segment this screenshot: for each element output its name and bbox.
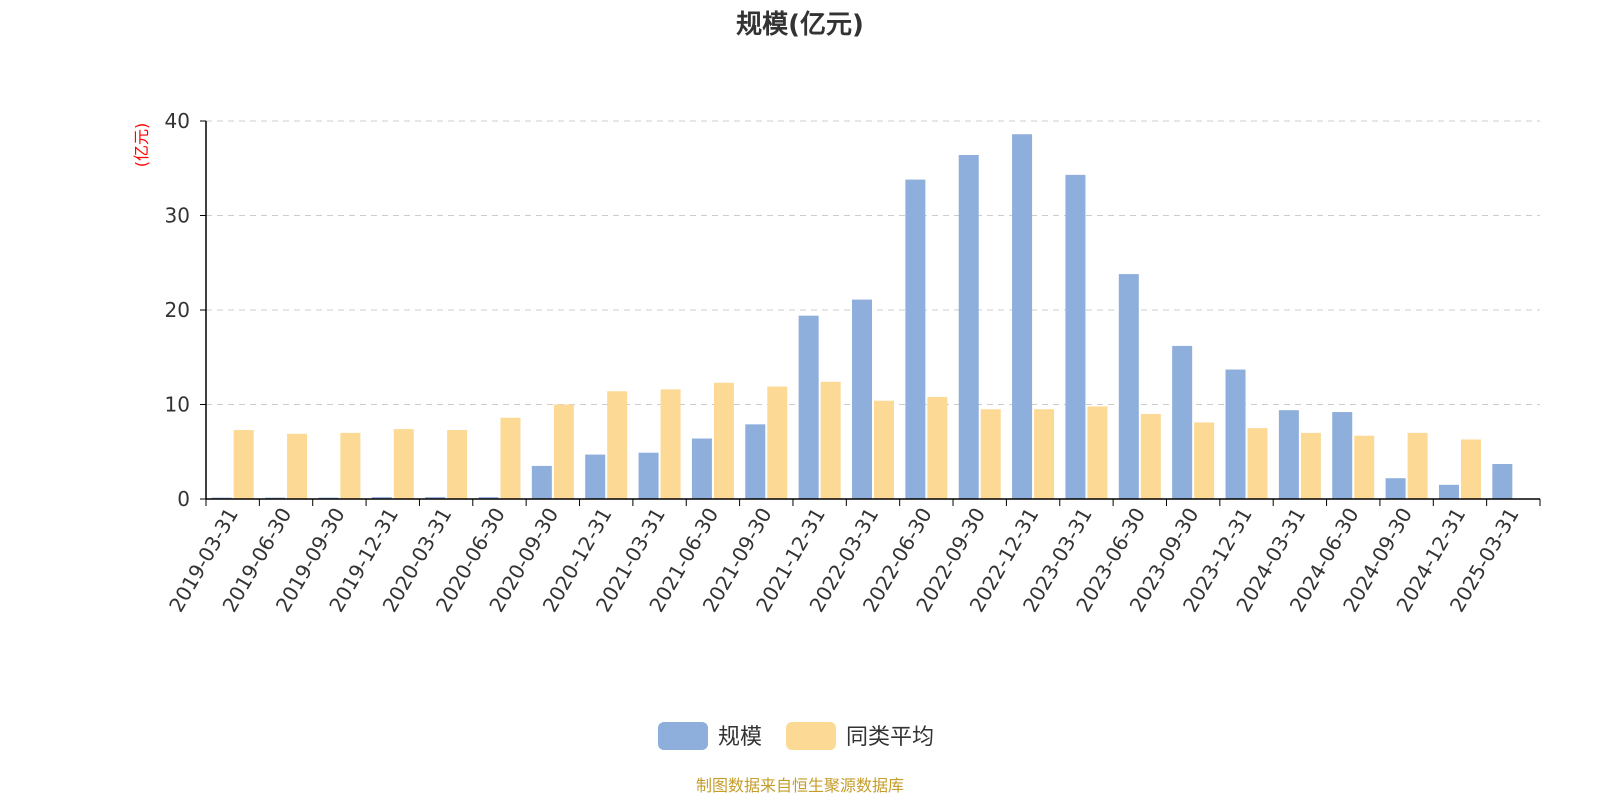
bar-peer-average-4 [447,430,468,499]
y-tick-label-4: 40 [165,109,190,133]
y-axis-ticks: 0 10 20 30 40 [165,109,206,511]
bar-peer-average-2 [340,432,361,499]
legend-label-scale[interactable]: 规模 [718,725,762,750]
bar-scale-17 [1118,274,1139,499]
y-tick-label-2: 20 [165,298,190,322]
bar-scale-15 [1012,134,1033,500]
bar-peer-average-18 [1194,422,1215,499]
bar-peer-average-17 [1140,413,1161,499]
bar-scale-9 [691,438,712,499]
bar-peer-average-0 [233,430,254,499]
bar-peer-average-10 [767,386,788,499]
y-tick-label-1: 10 [165,393,190,417]
bar-scale-20 [1278,410,1299,499]
bar-peer-average-11 [820,381,841,499]
bar-peer-average-15 [1034,409,1055,499]
bar-peer-average-16 [1087,406,1108,499]
x-axis-ticks: 2019-03-312019-06-302019-09-302019-12-31… [164,499,1541,616]
bar-peer-average-20 [1300,432,1321,499]
bar-peer-average-12 [874,400,894,499]
y-tick-label-3: 30 [165,204,190,228]
bar-peer-average-19 [1247,428,1268,499]
legend-label-peer-average[interactable]: 同类平均 [846,725,934,750]
bar-scale-18 [1172,345,1193,499]
bar-peer-average-23 [1460,439,1481,499]
bar-scale-21 [1332,412,1353,499]
bar-scale-22 [1385,478,1406,499]
bar-scale-8 [638,452,659,499]
chart-title: 规模(亿元) [736,10,864,40]
bar-peer-average-5 [500,417,521,499]
bar-scale-3 [371,497,392,499]
legend-swatch-scale[interactable] [658,722,708,750]
bar-scale-11 [798,315,819,499]
bar-scale-13 [905,179,926,499]
bar-scale-12 [852,299,872,499]
bar-peer-average-8 [660,389,681,499]
bar-scale-14 [958,155,979,499]
bar-scale-16 [1065,174,1086,500]
bar-peer-average-14 [980,409,1001,499]
bar-scale-5 [478,497,499,499]
bar-peer-average-21 [1354,435,1375,499]
bar-peer-average-22 [1407,432,1428,499]
bars-group [211,134,1513,500]
bar-scale-19 [1225,369,1246,499]
legend[interactable]: 规模 同类平均 [658,722,934,750]
bar-scale-24 [1492,464,1513,499]
bar-peer-average-9 [713,382,734,499]
bar-scale-7 [585,454,606,499]
bar-peer-average-6 [553,404,574,499]
y-axis-unit-label: (亿元) [132,123,151,168]
bar-peer-average-1 [287,433,308,499]
gridlines [206,120,1540,405]
bar-scale-4 [425,497,446,499]
data-source-note: 制图数据来自恒生聚源数据库 [696,776,904,795]
legend-swatch-peer-average[interactable] [786,722,836,750]
y-tick-label-0: 0 [177,487,190,511]
bar-peer-average-7 [607,391,628,499]
bar-scale-10 [745,424,766,499]
bar-scale-23 [1438,484,1459,499]
bar-peer-average-13 [927,396,948,499]
bar-scale-6 [531,465,552,499]
bar-peer-average-3 [393,429,414,499]
